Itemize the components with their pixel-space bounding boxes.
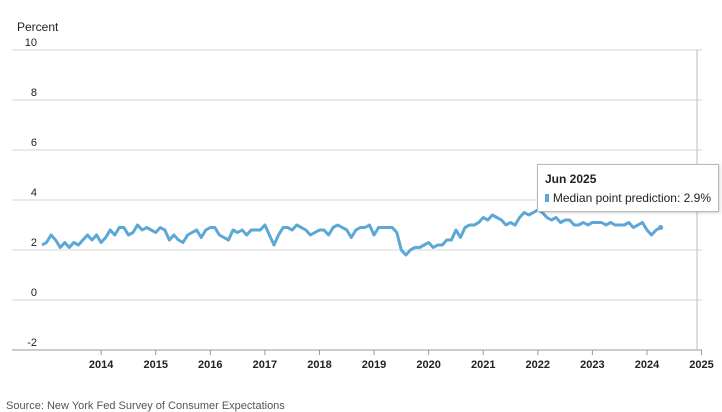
y-tick-label: 2 xyxy=(31,237,37,249)
y-axis-label: Percent xyxy=(17,20,59,34)
y-tick-label: 0 xyxy=(31,287,37,299)
tooltip-value: Median point prediction: 2.9% xyxy=(552,191,711,205)
y-tick-label: -2 xyxy=(27,337,37,349)
tooltip-swatch-icon xyxy=(545,194,549,202)
x-tick-label: 2016 xyxy=(198,359,222,371)
series-group[interactable] xyxy=(41,208,664,257)
x-tick-labels: 2014 2015 2016 2017 2018 2019 2020 2021 2022 2023… xyxy=(89,350,714,371)
x-tick-label: 2017 xyxy=(253,359,277,371)
x-tick-label: 2019 xyxy=(362,359,386,371)
y-tick-label: 10 xyxy=(25,37,37,49)
hover-point[interactable] xyxy=(658,225,664,230)
y-tick-label: 6 xyxy=(31,137,37,149)
x-tick-label: 2020 xyxy=(416,359,440,371)
series-line-median-point-prediction[interactable] xyxy=(41,208,662,257)
tooltip: Jun 2025 Median point prediction: 2.9% xyxy=(537,164,719,212)
y-tick-label: 8 xyxy=(31,87,37,99)
x-tick-label: 2018 xyxy=(307,359,331,371)
x-tick-label: 2025 xyxy=(689,359,713,371)
tooltip-title: Jun 2025 xyxy=(545,172,597,186)
x-tick-label: 2021 xyxy=(471,359,495,371)
x-tick-label: 2015 xyxy=(143,359,167,371)
x-tick-label: 2023 xyxy=(580,359,604,371)
source-note: Source: New York Fed Survey of Consumer … xyxy=(6,400,285,412)
x-tick-label: 2024 xyxy=(635,359,660,371)
x-tick-label: 2014 xyxy=(89,359,114,371)
x-tick-label: 2022 xyxy=(526,359,550,371)
tooltip-row: Median point prediction: 2.9% xyxy=(545,191,711,205)
y-tick-label: 4 xyxy=(31,187,37,199)
y-tick-labels: 10 8 6 4 2 0 -2 xyxy=(25,37,37,349)
